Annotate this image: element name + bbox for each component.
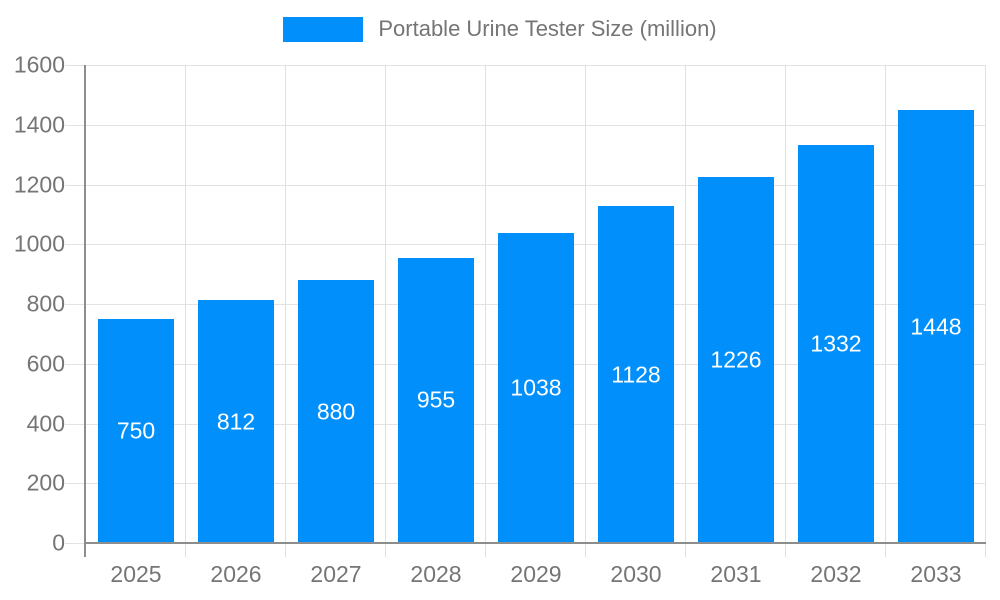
- y-axis-line: [84, 65, 86, 557]
- x-axis-labels: 2025 2026 2027 2028 2029 2030 2031 2032 2033: [86, 543, 986, 588]
- legend[interactable]: Portable Urine Tester Size (million): [0, 16, 1000, 42]
- bar-value-label: 1448: [910, 313, 962, 340]
- v-gridline: [985, 65, 986, 557]
- bar[interactable]: 750: [98, 318, 174, 543]
- legend-swatch: [283, 16, 364, 42]
- bar-value-label: 812: [216, 408, 256, 435]
- bar-value-label: 955: [416, 386, 456, 413]
- bar-value-label: 1226: [710, 346, 762, 373]
- y-tick-label: 1200: [13, 171, 65, 197]
- y-tick-label: 1600: [13, 51, 65, 78]
- bar[interactable]: 812: [198, 300, 274, 543]
- bar[interactable]: 1226: [698, 176, 774, 543]
- v-gridline: [185, 65, 186, 557]
- v-gridline: [685, 65, 686, 557]
- h-gridline: [65, 65, 986, 66]
- bar-value-label: 880: [316, 398, 356, 425]
- legend-label: Portable Urine Tester Size (million): [378, 16, 717, 41]
- v-gridline: [385, 65, 386, 557]
- x-tick-label: 2033: [910, 561, 962, 587]
- y-tick-label: 400: [26, 410, 65, 436]
- v-gridline: [785, 65, 786, 557]
- h-gridline: [65, 184, 986, 186]
- x-tick-label: 2026: [210, 561, 262, 587]
- x-tick-label: 2029: [510, 561, 562, 587]
- plot-area: 750 812 880 955 1038 1128 1226 1332 1448 0 200 400…: [14, 52, 986, 587]
- bar[interactable]: 955: [398, 257, 474, 543]
- bar[interactable]: 1332: [798, 145, 874, 543]
- h-gridline: [65, 124, 986, 126]
- bar[interactable]: 880: [298, 280, 374, 543]
- y-tick-label: 200: [26, 469, 65, 496]
- x-axis-line: [84, 542, 986, 544]
- bar-value-label: 750: [116, 417, 156, 444]
- x-tick-label: 2030: [610, 561, 662, 587]
- y-tick-label: 0: [52, 529, 65, 556]
- v-gridline: [285, 65, 286, 557]
- v-gridline: [885, 65, 886, 557]
- x-tick-label: 2027: [310, 561, 362, 587]
- bar-value-label: 1128: [611, 361, 661, 387]
- bar[interactable]: 1038: [498, 232, 574, 543]
- y-tick-label: 1000: [13, 230, 65, 257]
- v-gridline: [585, 65, 586, 557]
- v-gridline: [485, 65, 486, 557]
- y-tick-label: 1400: [13, 111, 65, 138]
- x-tick-label: 2032: [810, 561, 862, 587]
- bar[interactable]: 1128: [598, 206, 674, 543]
- bar-value-label: 1332: [810, 330, 862, 357]
- y-tick-label: 600: [26, 350, 65, 377]
- bar[interactable]: 1448: [898, 110, 974, 543]
- x-tick-label: 2025: [110, 561, 162, 587]
- y-axis-labels: 0 200 400 600 800 1000 1200 1400 1600: [0, 52, 65, 556]
- y-tick-mark: [65, 543, 86, 544]
- y-tick-label: 800: [26, 290, 65, 317]
- x-tick-label: 2028: [410, 561, 462, 587]
- x-tick-label: 2031: [710, 561, 762, 587]
- bar-value-label: 1038: [510, 374, 562, 401]
